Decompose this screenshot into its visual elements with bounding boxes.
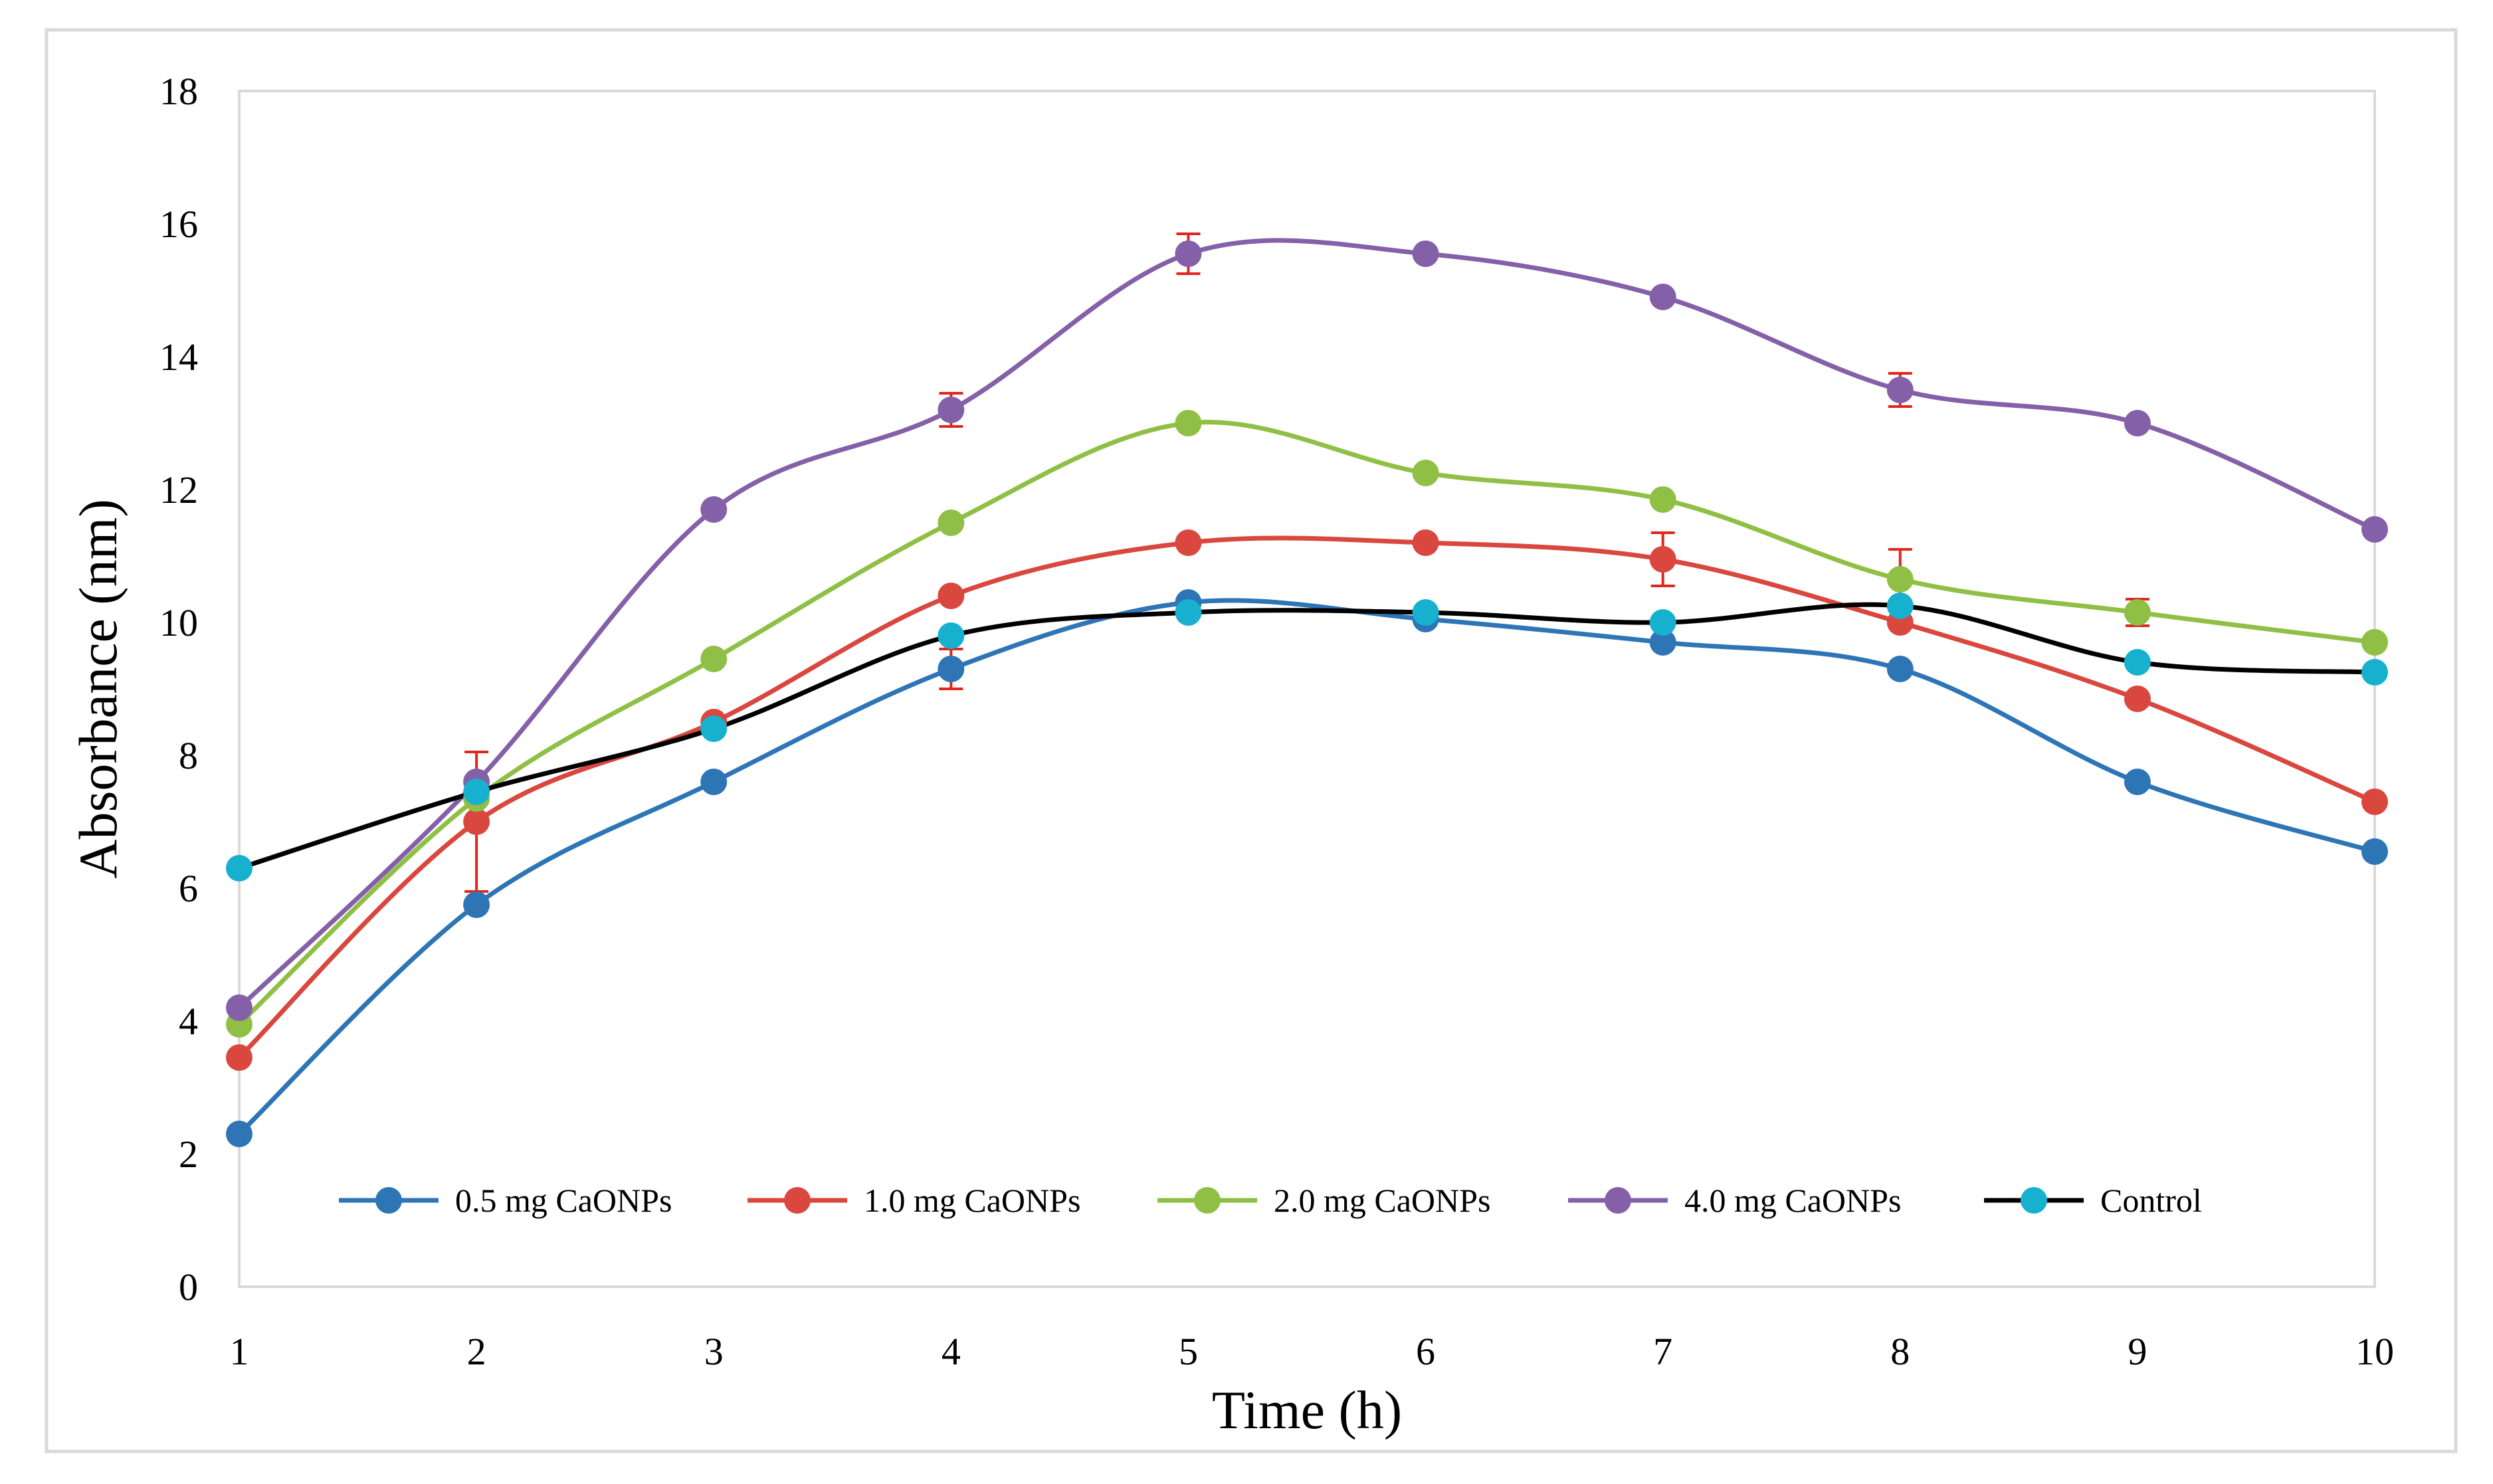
data-point (1412, 599, 1439, 626)
data-point (938, 656, 965, 682)
data-point (2361, 516, 2388, 543)
legend-marker-swatch (784, 1187, 811, 1214)
y-tick-label: 8 (179, 734, 198, 777)
x-tick-label: 9 (2128, 1330, 2147, 1373)
data-point (1649, 609, 1676, 636)
legend-label: 2.0 mg CaONPs (1274, 1182, 1490, 1219)
legend-label: 0.5 mg CaONPs (455, 1182, 672, 1219)
data-point (700, 496, 728, 523)
legend: 0.5 mg CaONPs 1.0 mg CaONPs 2.0 mg CaONPs 4… (339, 1182, 2202, 1219)
data-point (1886, 377, 1914, 403)
legend-item: Control (1984, 1182, 2202, 1219)
x-tick-label: 3 (704, 1330, 724, 1373)
data-point (700, 769, 728, 795)
series-line (237, 420, 2377, 1027)
data-point (938, 510, 965, 536)
x-tick-label: 5 (1179, 1330, 1198, 1373)
data-point (463, 891, 490, 918)
plot-area (238, 90, 2376, 1288)
data-point (938, 622, 965, 649)
series-line (237, 598, 2377, 1137)
data-point (1649, 486, 1676, 513)
data-point (2361, 659, 2388, 686)
data-point (1175, 240, 1202, 267)
data-point (1412, 240, 1439, 267)
series-line (237, 602, 2377, 871)
data-point (1175, 599, 1202, 626)
x-axis-title: Time (h) (1212, 1380, 1402, 1440)
data-point (2124, 686, 2151, 712)
x-tick-label: 7 (1653, 1330, 1672, 1373)
x-tick-label: 8 (1890, 1330, 1910, 1373)
legend-marker-swatch (1194, 1187, 1221, 1214)
y-axis-ticks: 0 2 4 6 8 10 12 14 16 18 (159, 70, 198, 1309)
y-tick-label: 16 (159, 203, 198, 246)
data-point (226, 994, 252, 1021)
series-lines (237, 238, 2377, 1137)
y-tick-label: 4 (179, 1000, 198, 1043)
data-point (1649, 546, 1676, 573)
series-line (237, 535, 2377, 1060)
data-point (1412, 529, 1439, 556)
series-markers (226, 240, 2388, 1147)
legend-label: 4.0 mg CaONPs (1684, 1182, 1901, 1219)
legend-item: 1.0 mg CaONPs (748, 1182, 1080, 1219)
legend-marker-swatch (1605, 1187, 1631, 1214)
data-point (226, 1044, 252, 1071)
legend-label: 1.0 mg CaONPs (864, 1182, 1080, 1219)
data-point (2124, 599, 2151, 626)
y-axis-title: Absorbance (nm) (68, 499, 128, 879)
legend-marker-swatch (2021, 1187, 2047, 1214)
x-tick-label: 6 (1416, 1330, 1435, 1373)
y-tick-label: 12 (159, 468, 198, 511)
y-tick-label: 10 (159, 601, 198, 644)
data-point (2361, 629, 2388, 656)
data-point (2124, 649, 2151, 676)
y-tick-label: 0 (179, 1265, 198, 1309)
legend-marker-swatch (375, 1187, 402, 1214)
data-point (226, 1121, 252, 1147)
data-point (938, 397, 965, 423)
y-tick-label: 18 (159, 70, 198, 113)
x-axis-ticks: 1 2 3 4 5 6 7 8 9 10 (230, 1330, 2395, 1373)
data-point (2124, 769, 2151, 795)
legend-item: 0.5 mg CaONPs (339, 1182, 672, 1219)
data-point (463, 808, 490, 835)
x-tick-label: 1 (230, 1330, 249, 1373)
legend-item: 4.0 mg CaONPs (1568, 1182, 1901, 1219)
legend-label: Control (2100, 1182, 2202, 1219)
data-point (1886, 566, 1914, 593)
series-line (237, 238, 2377, 1010)
data-point (1649, 629, 1676, 656)
data-point (1175, 529, 1202, 556)
data-point (226, 855, 252, 881)
data-point (2124, 410, 2151, 436)
y-tick-label: 6 (179, 867, 198, 910)
legend-item: 2.0 mg CaONPs (1157, 1182, 1490, 1219)
data-point (1649, 284, 1676, 310)
data-point (700, 646, 728, 672)
data-point (463, 779, 490, 805)
data-point (1886, 656, 1914, 682)
data-point (2361, 838, 2388, 865)
data-point (1886, 593, 1914, 619)
x-tick-label: 10 (2355, 1330, 2394, 1373)
data-point (938, 583, 965, 609)
y-tick-label: 14 (159, 335, 198, 379)
data-point (1412, 460, 1439, 486)
data-point (2361, 788, 2388, 815)
data-point (1175, 410, 1202, 436)
data-point (700, 715, 728, 742)
y-tick-label: 2 (179, 1133, 198, 1176)
x-tick-label: 2 (467, 1330, 486, 1373)
x-tick-label: 4 (942, 1330, 961, 1373)
